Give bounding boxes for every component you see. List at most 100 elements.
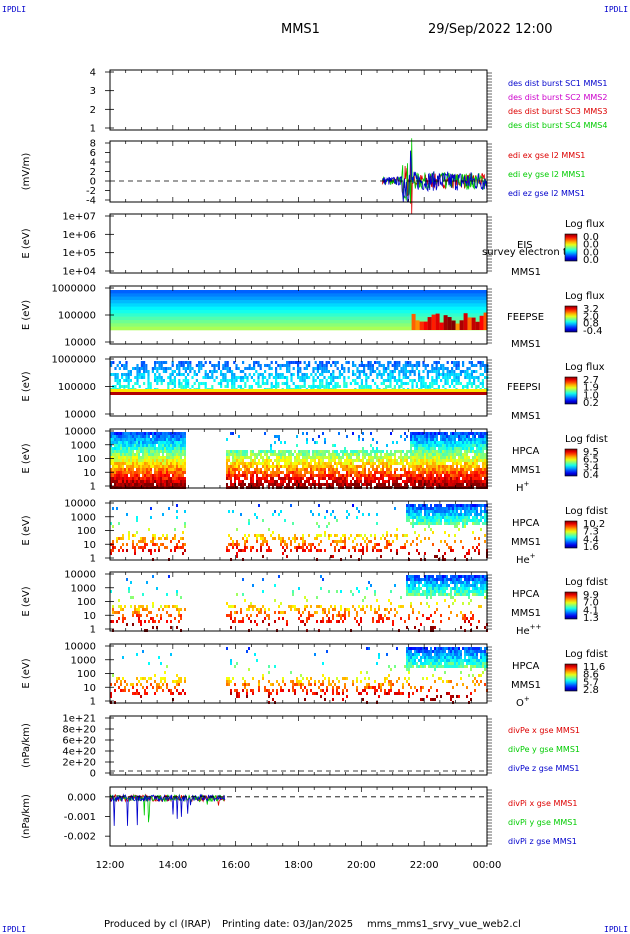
- spectrogram-cell: [152, 540, 154, 543]
- spectrogram-cell: [128, 477, 130, 480]
- spectrogram-cell: [166, 477, 168, 480]
- spectrogram-cell: [110, 462, 112, 465]
- spectrogram-cell: [174, 477, 176, 480]
- spectrogram-cell: [171, 379, 174, 382]
- spectrogram-cell: [458, 477, 460, 480]
- spectrogram-cell: [134, 447, 136, 450]
- spectrogram-cell: [239, 376, 242, 379]
- spectrogram-cell: [374, 456, 376, 459]
- spectrogram-cell: [176, 367, 179, 370]
- spectrogram-cell: [270, 444, 272, 447]
- spectrogram-cell: [118, 444, 120, 447]
- spectrogram-cell: [481, 379, 484, 382]
- spectrogram-cell: [464, 522, 466, 525]
- spectrogram-cell: [120, 447, 122, 450]
- spectrogram-cell: [180, 614, 182, 617]
- spectrogram-cell: [330, 543, 332, 546]
- spectrogram-cell: [112, 465, 114, 468]
- spectrogram-cell: [282, 450, 284, 453]
- spectrogram-cell: [464, 474, 466, 477]
- spectrogram-cell: [128, 534, 130, 537]
- spectrogram-cell: [415, 385, 418, 388]
- spectrogram-cell: [318, 465, 320, 468]
- spectrogram-cell: [178, 471, 180, 474]
- spectrogram-cell: [166, 611, 168, 614]
- spectrogram-cell: [134, 465, 136, 468]
- spectrogram-cell: [344, 453, 346, 456]
- spectrogram-cell: [344, 447, 346, 450]
- spectrogram-cell: [266, 471, 268, 474]
- spectrogram-cell: [376, 513, 378, 516]
- spectrogram-cell: [360, 370, 363, 373]
- spectrogram-cell: [134, 441, 136, 444]
- spectrogram-cell: [240, 456, 242, 459]
- spectrogram-cell: [442, 456, 444, 459]
- spectrogram-cell: [116, 477, 118, 480]
- spectrogram-cell: [246, 614, 248, 617]
- colorbar: [564, 520, 578, 549]
- spectrogram-cell: [484, 435, 486, 438]
- spectrogram-cell: [110, 361, 113, 364]
- spectrogram-cell: [184, 459, 186, 462]
- spectrogram-cell: [416, 465, 418, 468]
- spectrogram-cell: [262, 450, 264, 453]
- spectrogram-cell: [277, 385, 280, 388]
- spectrogram-cell: [128, 587, 130, 590]
- spectrogram-cell: [330, 462, 332, 465]
- spectrogram-cell: [468, 450, 470, 453]
- spectrogram-cell: [362, 549, 364, 552]
- spectrogram-cell: [466, 435, 468, 438]
- spectrogram-cell: [390, 543, 392, 546]
- spectrogram-cell: [257, 361, 260, 364]
- spectrogram-cell: [480, 513, 482, 516]
- spectrogram-cell: [330, 382, 333, 385]
- spectrogram-cell: [388, 483, 390, 486]
- spectrogram-cell: [297, 385, 300, 388]
- spectrogram-cell: [404, 471, 406, 474]
- spectrogram-cell: [138, 611, 140, 614]
- spectrogram-cell: [286, 376, 289, 379]
- spectrogram-cell: [257, 379, 260, 382]
- spectrogram-cell: [230, 611, 232, 614]
- spectrogram-cell: [460, 465, 462, 468]
- spectrogram-cell: [404, 456, 406, 459]
- spectrogram-cell: [416, 543, 418, 546]
- spectrogram-cell: [354, 480, 356, 483]
- spectrogram-cell: [432, 444, 434, 447]
- spectrogram-cell: [396, 361, 399, 364]
- spectrogram-cell: [336, 456, 338, 459]
- spectrogram-cell: [382, 456, 384, 459]
- spectrogram-cell: [240, 474, 242, 477]
- spectrogram-cell: [451, 367, 454, 370]
- spectrogram-cell: [259, 373, 262, 376]
- spectrogram-cell: [360, 471, 362, 474]
- y-tick-label: 2: [90, 167, 96, 178]
- spectrogram-cell: [198, 382, 201, 385]
- spectrogram-cell: [126, 450, 128, 453]
- spectrogram-cell: [126, 483, 128, 486]
- spectrogram-cell: [301, 385, 304, 388]
- spectrogram-cell: [362, 462, 364, 465]
- spectrogram-cell: [127, 376, 130, 379]
- spectrogram-cell: [110, 453, 112, 456]
- spectrogram-cell: [438, 453, 440, 456]
- spectrogram-cell: [352, 546, 354, 549]
- spectrogram-cell: [368, 471, 370, 474]
- spectrogram-cell: [454, 522, 456, 525]
- spectrogram-cell: [147, 379, 150, 382]
- spectrogram-cell: [296, 483, 298, 486]
- spectrogram-cell: [436, 474, 438, 477]
- spectrogram-cell: [148, 441, 150, 444]
- spectrogram-cell: [126, 447, 128, 450]
- spectrogram-band: [110, 313, 487, 317]
- spectrogram-cell: [272, 462, 274, 465]
- spectrogram-cell: [480, 510, 482, 513]
- spectrogram-cell: [356, 480, 358, 483]
- spectrogram-cell: [462, 444, 464, 447]
- spectrogram-cell: [232, 453, 234, 456]
- spectrogram-cell: [156, 447, 158, 450]
- spectrogram-cell: [484, 456, 486, 459]
- spectrogram-cell: [234, 471, 236, 474]
- spectrogram-band: [110, 303, 487, 307]
- spectrogram-cell: [180, 441, 182, 444]
